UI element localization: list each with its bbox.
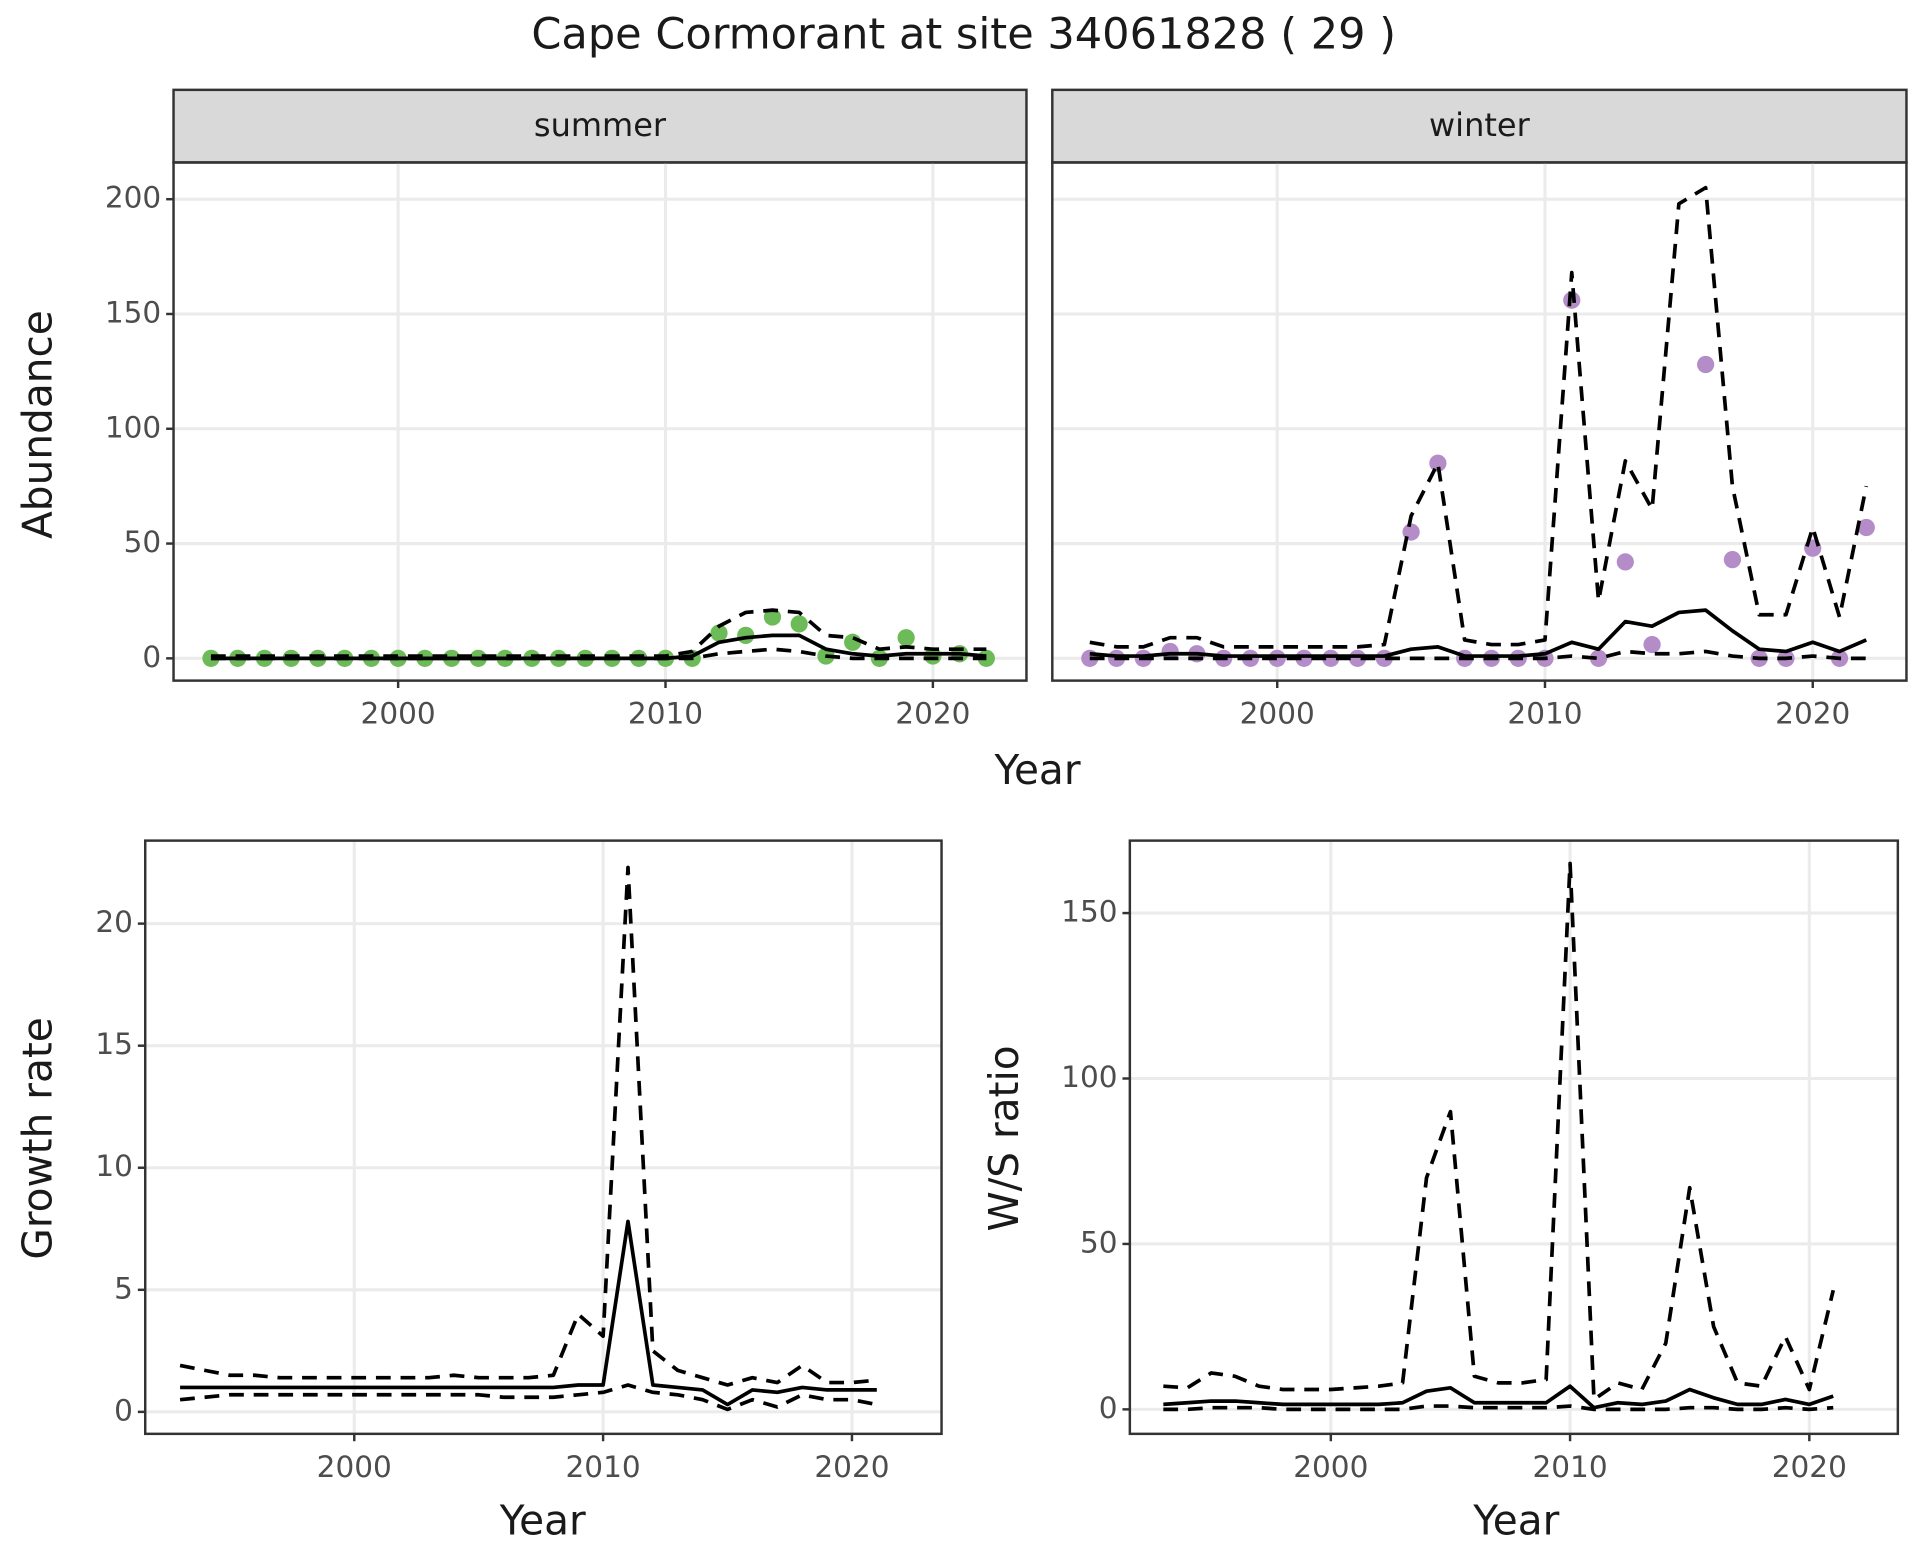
data-point [1348, 649, 1367, 667]
y-tick-label: 150 [1061, 895, 1117, 929]
interval-line [179, 1383, 878, 1412]
y-tick-label: 20 [95, 905, 133, 939]
data-point [1563, 291, 1581, 309]
x-tick-label: 2010 [628, 697, 703, 731]
data-point [924, 647, 942, 665]
y-tick-label: 15 [95, 1027, 133, 1061]
y-tick-label: 0 [1099, 1391, 1118, 1425]
y-tick-label: 10 [95, 1149, 133, 1183]
y-tick-label: 200 [105, 181, 161, 215]
interval-line [210, 647, 987, 661]
y-axis-title: Growth rate [14, 1017, 62, 1259]
y-tick-label: 0 [114, 1393, 133, 1427]
data-point [763, 608, 782, 626]
strip [172, 88, 1028, 164]
y-tick-label: 100 [105, 410, 161, 444]
interval-line [1089, 649, 1867, 661]
interval-line [210, 608, 987, 658]
fit-line [180, 1219, 877, 1407]
strip-label: summer [534, 106, 667, 144]
y-tick-label: 50 [1080, 1225, 1118, 1259]
panel [173, 162, 1027, 681]
data-point [1643, 635, 1661, 654]
x-tick-label: 2010 [1533, 1450, 1608, 1484]
panel-border [1051, 161, 1908, 682]
x-tick-label: 2020 [814, 1450, 889, 1484]
data-point [1857, 518, 1875, 537]
y-tick-label: 100 [1061, 1060, 1117, 1094]
data-point [1322, 649, 1340, 667]
data-point [710, 624, 728, 642]
x-axis-title: Year [499, 1497, 586, 1545]
data-point [1723, 551, 1742, 569]
panel-border [172, 161, 1028, 682]
fit-line [1163, 1384, 1834, 1410]
data-point [1268, 649, 1286, 667]
x-tick-label: 2020 [1775, 697, 1850, 731]
x-tick-label: 2000 [317, 1450, 392, 1484]
panel [1129, 840, 1898, 1434]
x-tick-label: 2000 [1240, 697, 1315, 731]
panel-border [143, 839, 943, 1436]
data-point [1697, 355, 1715, 374]
x-tick-label: 2010 [1507, 697, 1582, 731]
y-tick-label: 5 [114, 1271, 133, 1305]
strip-label: winter [1429, 106, 1531, 144]
interval-line [179, 865, 878, 1387]
x-tick-label: 2020 [895, 697, 970, 731]
interval-line [1163, 1404, 1834, 1412]
x-tick-label: 2010 [566, 1450, 641, 1484]
interval-line [1163, 861, 1836, 1402]
x-tick-label: 2000 [1293, 1450, 1368, 1484]
fit-line [1089, 608, 1868, 658]
panel [1052, 162, 1907, 681]
x-axis-title: Year [994, 746, 1081, 794]
x-tick-label: 2020 [1772, 1450, 1847, 1484]
panel-border [1128, 839, 1900, 1436]
x-tick-label: 2000 [361, 697, 436, 731]
y-axis-title: Abundance [14, 310, 62, 539]
interval-line [1089, 185, 1869, 649]
data-point [1295, 649, 1313, 667]
strip [1051, 88, 1908, 164]
data-point [1589, 649, 1608, 667]
y-tick-label: 0 [142, 640, 161, 674]
x-axis-title: Year [1472, 1497, 1559, 1545]
page-title: Cape Cormorant at site 34061828 ( 29 ) [531, 9, 1396, 59]
y-axis-title: W/S ratio [980, 1045, 1028, 1231]
data-point [1429, 454, 1447, 472]
data-point [1616, 553, 1634, 571]
y-tick-label: 50 [124, 525, 162, 559]
data-point [790, 615, 808, 633]
data-point [897, 629, 915, 647]
y-tick-label: 150 [105, 295, 161, 329]
panel [145, 840, 942, 1434]
